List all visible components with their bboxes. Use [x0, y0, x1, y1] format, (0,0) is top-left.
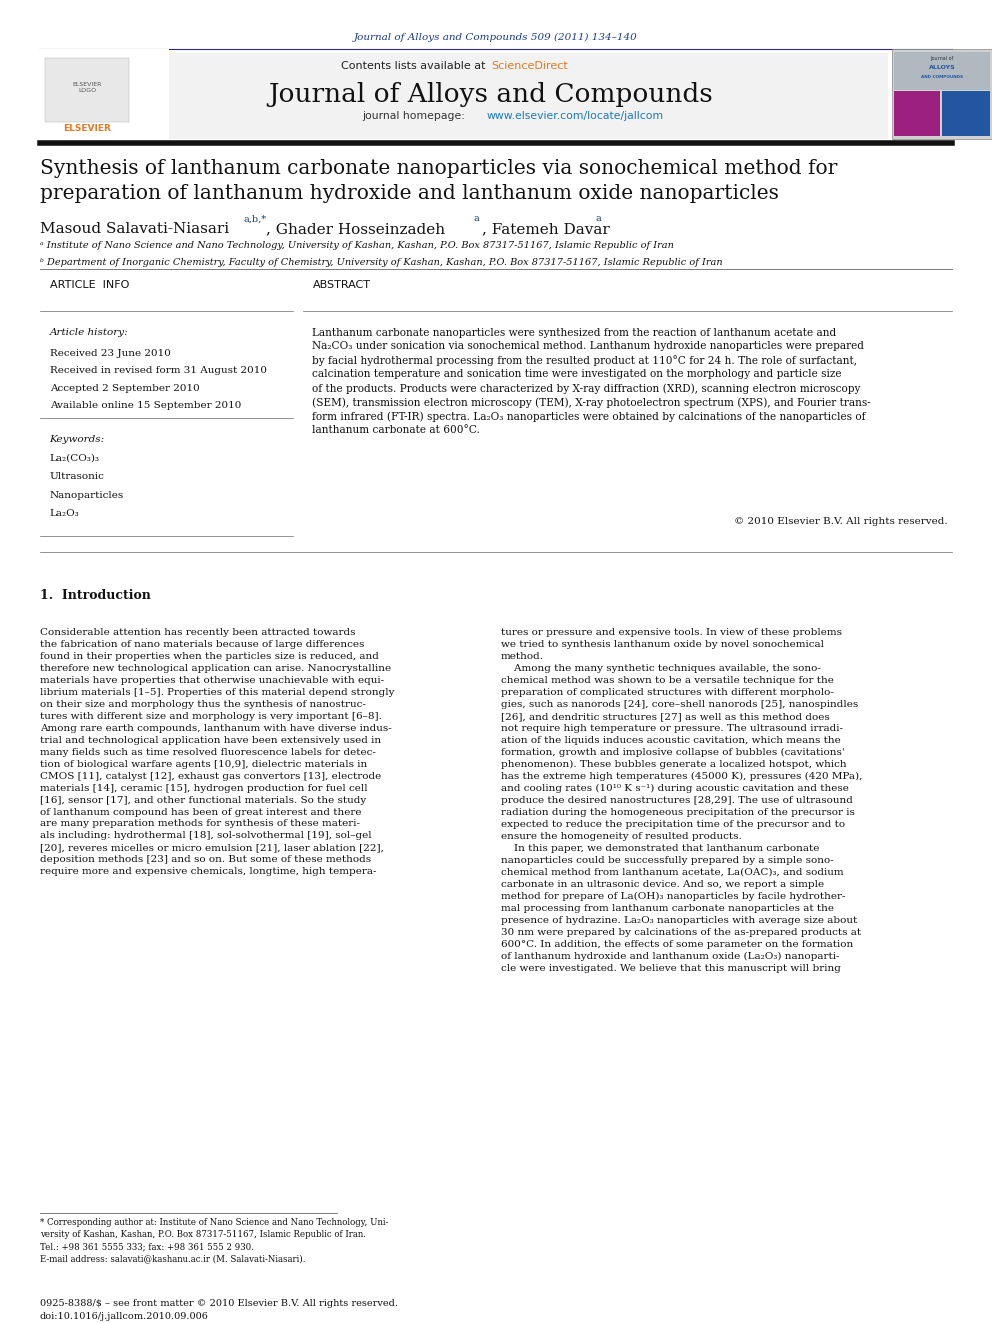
Bar: [40, 49, 169, 139]
Text: AND COMPOUNDS: AND COMPOUNDS: [922, 74, 963, 79]
Text: La₂O₃: La₂O₃: [50, 509, 79, 519]
Text: Nanoparticles: Nanoparticles: [50, 491, 124, 500]
Text: Journal of Alloys and Compounds 509 (2011) 134–140: Journal of Alloys and Compounds 509 (201…: [354, 33, 638, 42]
Text: Contents lists available at: Contents lists available at: [341, 61, 489, 71]
Text: ALLOYS: ALLOYS: [930, 65, 955, 70]
Text: , Ghader Hosseinzadeh: , Ghader Hosseinzadeh: [266, 222, 445, 237]
Text: Journal of: Journal of: [930, 56, 954, 61]
Text: ᵃ Institute of Nano Science and Nano Technology, University of Kashan, Kashan, P: ᵃ Institute of Nano Science and Nano Tec…: [40, 241, 674, 250]
Text: ScienceDirect: ScienceDirect: [491, 61, 567, 71]
Text: © 2010 Elsevier B.V. All rights reserved.: © 2010 Elsevier B.V. All rights reserved…: [734, 517, 947, 527]
Text: journal homepage:: journal homepage:: [362, 111, 468, 122]
Bar: [894, 91, 940, 136]
Bar: [40, 53, 888, 139]
Text: * Corresponding author at: Institute of Nano Science and Nano Technology, Uni-
v: * Corresponding author at: Institute of …: [40, 1218, 388, 1263]
Text: Keywords:: Keywords:: [50, 435, 105, 445]
Bar: [892, 49, 992, 139]
Text: ᵇ Department of Inorganic Chemistry, Faculty of Chemistry, University of Kashan,: ᵇ Department of Inorganic Chemistry, Fac…: [40, 258, 722, 267]
Text: ARTICLE  INFO: ARTICLE INFO: [50, 280, 129, 291]
Bar: [894, 52, 990, 90]
Text: www.elsevier.com/locate/jallcom: www.elsevier.com/locate/jallcom: [486, 111, 664, 122]
Text: Received 23 June 2010: Received 23 June 2010: [50, 349, 171, 359]
Text: ELSEVIER
LOGO: ELSEVIER LOGO: [72, 82, 102, 93]
Text: a,b,*: a,b,*: [243, 214, 266, 224]
Text: tures or pressure and expensive tools. In view of these problems
we tried to syn: tures or pressure and expensive tools. I…: [501, 628, 862, 972]
Text: , Fatemeh Davar: , Fatemeh Davar: [482, 222, 610, 237]
Text: La₂(CO₃)₃: La₂(CO₃)₃: [50, 454, 99, 463]
Text: Ultrasonic: Ultrasonic: [50, 472, 104, 482]
Text: Considerable attention has recently been attracted towards
the fabrication of na: Considerable attention has recently been…: [40, 628, 394, 876]
Text: Journal of Alloys and Compounds: Journal of Alloys and Compounds: [269, 82, 713, 107]
Text: ABSTRACT: ABSTRACT: [312, 280, 370, 291]
Bar: [45, 58, 129, 122]
Text: 1.  Introduction: 1. Introduction: [40, 589, 151, 602]
Text: Synthesis of lanthanum carbonate nanoparticles via sonochemical method for
prepa: Synthesis of lanthanum carbonate nanopar…: [40, 159, 837, 202]
Text: Masoud Salavati-Niasari: Masoud Salavati-Niasari: [40, 222, 229, 237]
Text: Available online 15 September 2010: Available online 15 September 2010: [50, 401, 241, 410]
Text: ELSEVIER: ELSEVIER: [63, 124, 111, 132]
Text: a: a: [595, 214, 601, 224]
Text: Article history:: Article history:: [50, 328, 128, 337]
Text: 0925-8388/$ – see front matter © 2010 Elsevier B.V. All rights reserved.
doi:10.: 0925-8388/$ – see front matter © 2010 El…: [40, 1299, 398, 1320]
Text: Received in revised form 31 August 2010: Received in revised form 31 August 2010: [50, 366, 267, 376]
Bar: [942, 91, 990, 136]
Text: Accepted 2 September 2010: Accepted 2 September 2010: [50, 384, 199, 393]
Text: Lanthanum carbonate nanoparticles were synthesized from the reaction of lanthanu: Lanthanum carbonate nanoparticles were s…: [312, 328, 871, 435]
Text: a: a: [473, 214, 479, 224]
